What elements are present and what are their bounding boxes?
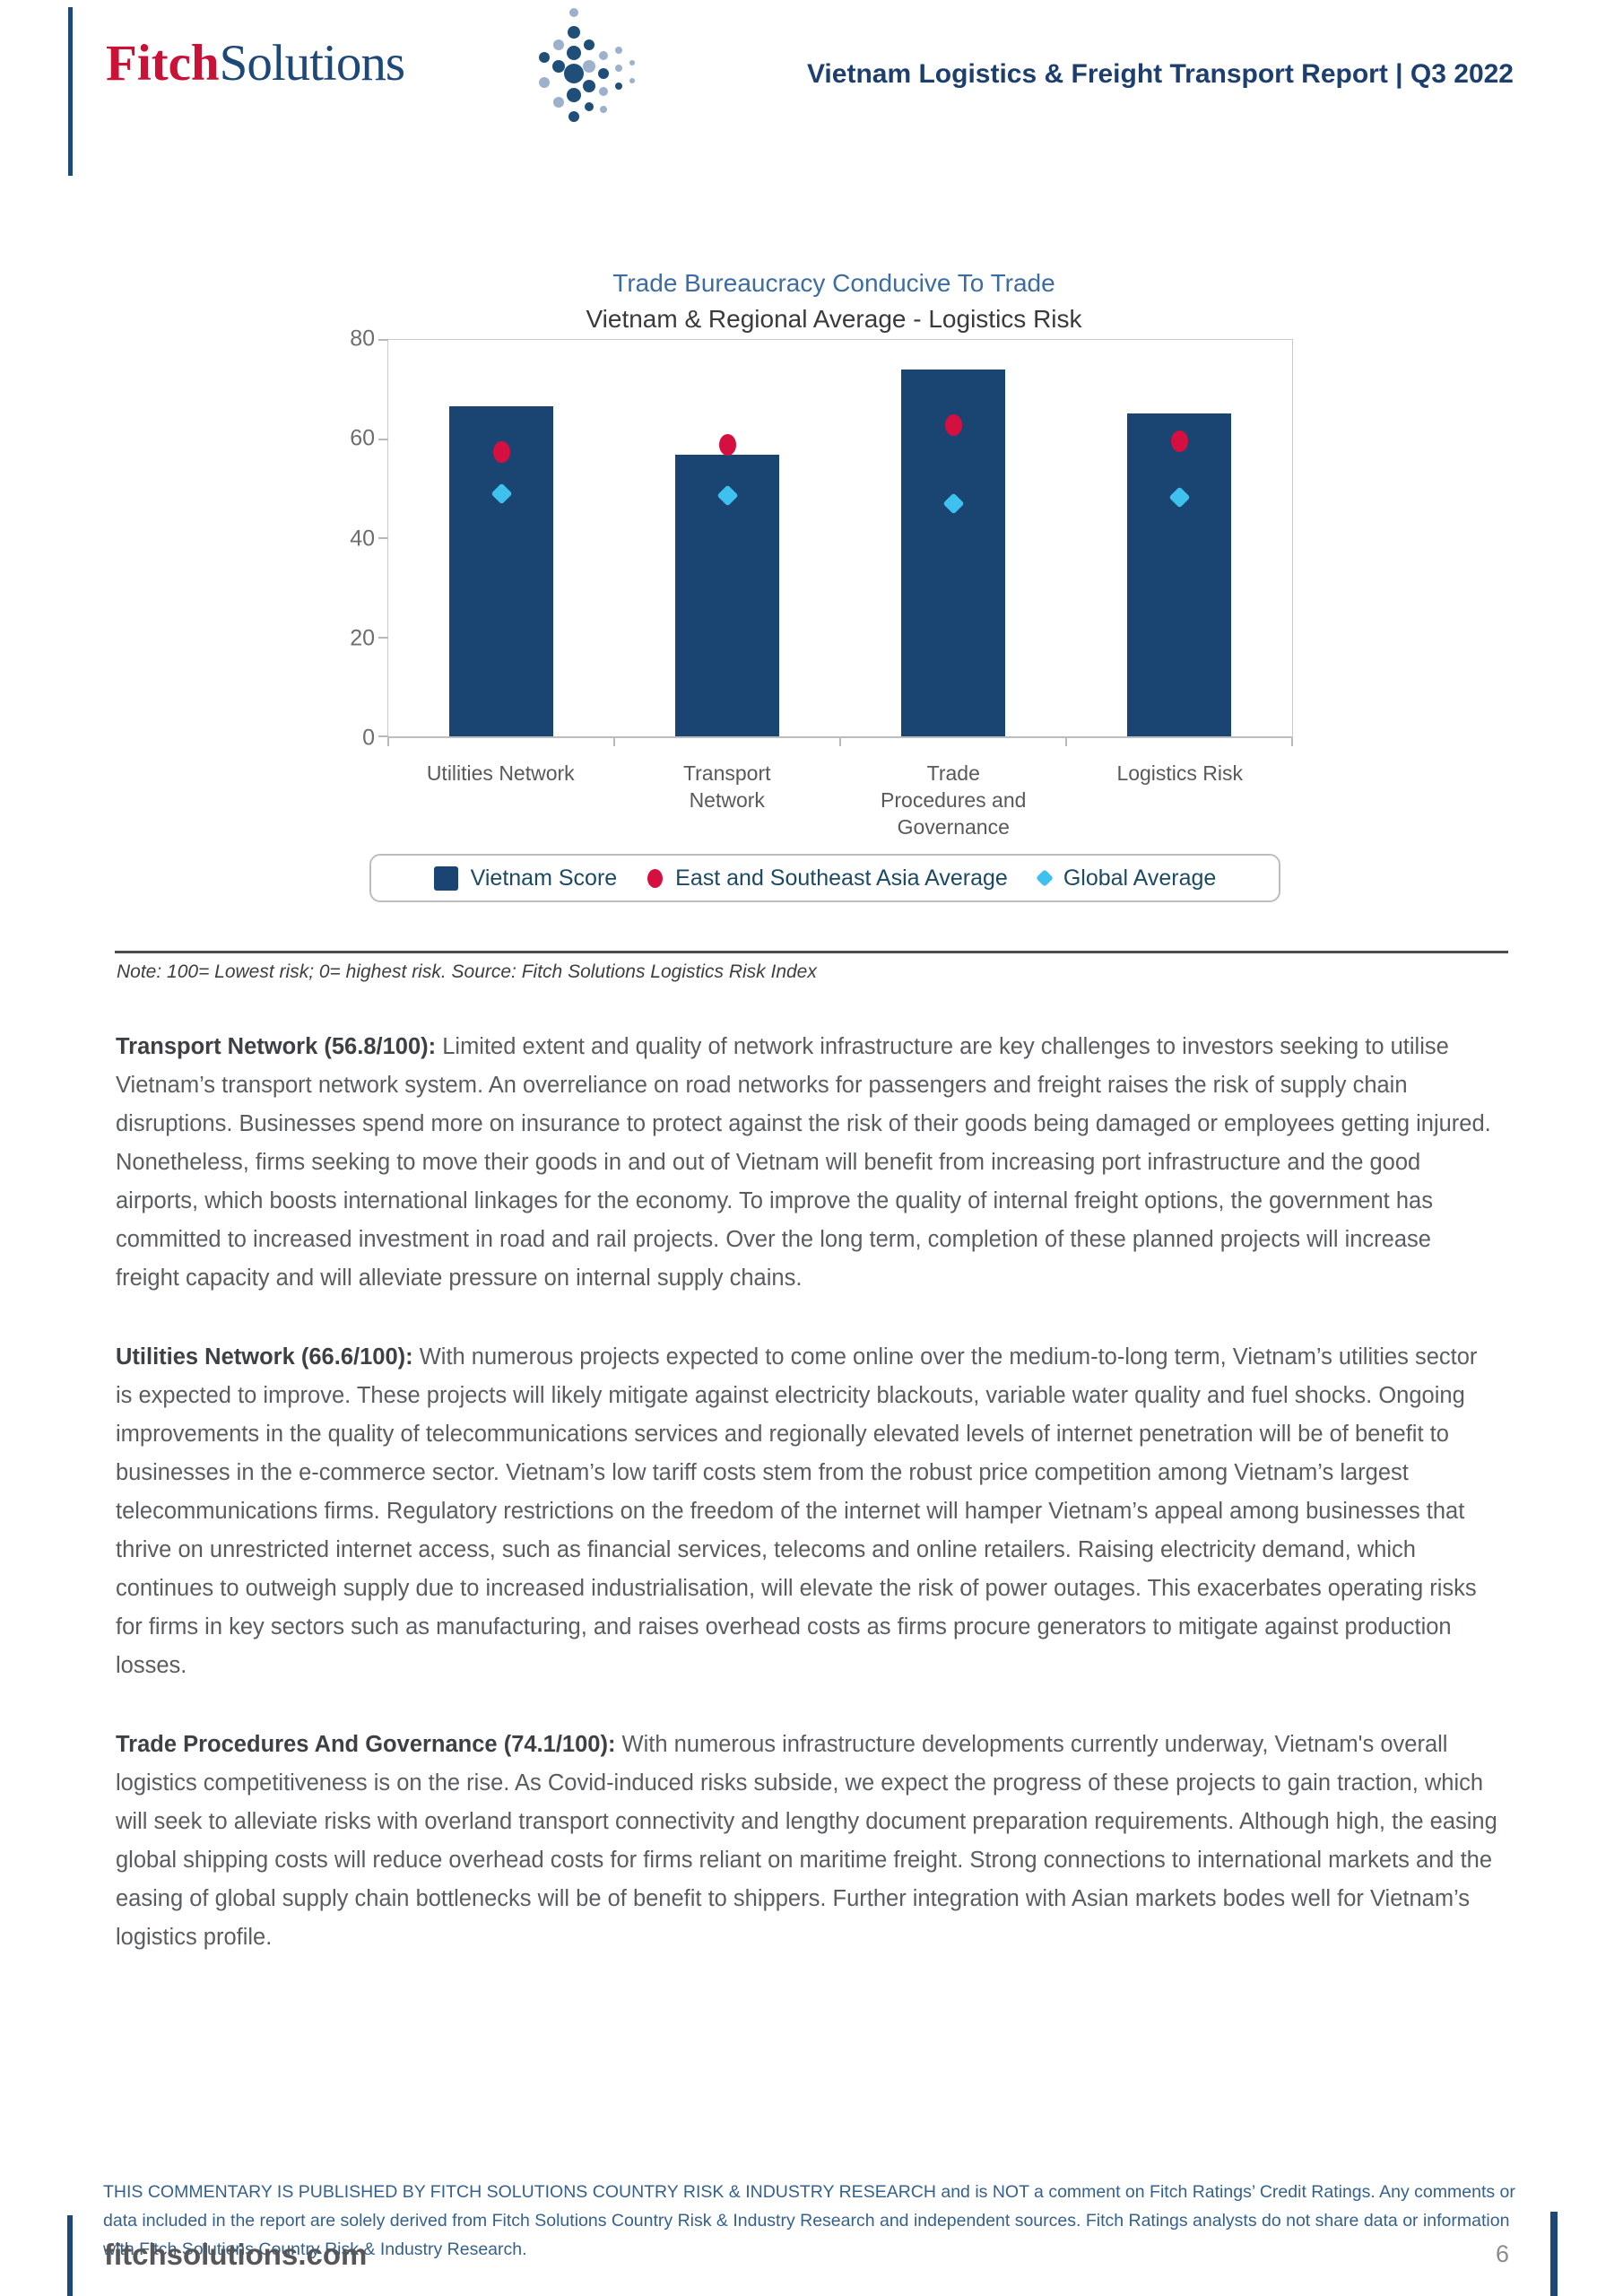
chart-title: Trade Bureaucracy Conducive To Trade [612,269,1055,297]
y-tick [378,438,388,440]
marker-east-and-southeast-asia-average [492,441,510,464]
x-tick [387,738,389,746]
x-tick [613,738,615,746]
footer-accent-rule-right [1550,2212,1558,2296]
legend-item-east-and-southeast-asia-average: East and Southeast Asia Average [647,865,1008,891]
marker-east-and-southeast-asia-average [1170,430,1188,453]
page-number: 6 [1496,2240,1510,2267]
section-heading: Transport Network (56.8/100): [116,1034,437,1059]
header-accent-rule [68,7,73,176]
footer-disclaimer: THIS COMMENTARY IS PUBLISHED BY FITCH SO… [103,2182,1515,2259]
y-tick [378,339,388,341]
x-tick [1065,738,1067,746]
y-tick [378,537,388,539]
y-tick-label: 0 [362,725,375,751]
fitch-solutions-logo: FitchSolutions [106,35,405,92]
y-tick-label: 60 [350,425,375,451]
report-body: Transport Network (56.8/100): Limited ex… [116,1028,1498,1997]
section-body: Limited extent and quality of network in… [116,1034,1491,1291]
y-axis-labels: 0 20 40 60 80 [323,326,375,751]
y-tick-label: 40 [350,526,375,551]
footer-accent-rule-left [67,2215,73,2296]
chart-note: Note: 100= Lowest risk; 0= highest risk.… [117,961,817,982]
x-category-label: Logistics Risk [1116,761,1244,785]
logo-fitch-text: Fitch [106,35,220,91]
legend-label: Vietnam Score [470,865,618,891]
y-tick-label: 80 [350,326,375,352]
x-category-label: Trade Procedures and Governance [881,761,1027,839]
y-tick [378,636,388,639]
fitchsolutions-site-link[interactable]: fitchsolutions.com [104,2238,368,2271]
x-axis-labels: Utilities Network Transport Network Trade … [387,760,1293,840]
y-tick-label: 20 [350,625,375,651]
section-transport-network: Transport Network (56.8/100): Limited ex… [116,1028,1498,1298]
logo-solutions-text: Solutions [219,35,405,91]
marker-east-and-southeast-asia-average [944,414,962,437]
plot-area [378,339,1293,746]
logo-star-icon [539,8,635,122]
x-category-label: Transport Network [682,761,771,812]
section-body: With numerous infrastructure development… [116,1732,1497,1950]
legend-label: East and Southeast Asia Average [675,865,1008,891]
section-body: With numerous projects expected to come … [116,1344,1478,1678]
x-tick [839,738,841,746]
legend-square-icon [433,865,458,891]
legend-diamond-icon [1035,869,1054,887]
legend-circle-icon [647,868,664,888]
legend-item-global-average: Global Average [1035,865,1217,891]
note-divider [115,951,1508,953]
marker-east-and-southeast-asia-average [718,434,736,457]
x-category-label: Utilities Network [426,761,575,785]
section-heading: Trade Procedures And Governance (74.1/10… [116,1732,616,1757]
report-title: Vietnam Logistics & Freight Transport Re… [806,59,1514,89]
section-heading: Utilities Network (66.6/100): [116,1344,413,1370]
section-trade-procedures: Trade Procedures And Governance (74.1/10… [116,1726,1498,1957]
legend-label: Global Average [1063,865,1217,891]
legend-item-vietnam-score: Vietnam Score [433,865,618,891]
chart-subtitle: Vietnam & Regional Average - Logistics R… [586,305,1082,333]
section-utilities-network: Utilities Network (66.6/100): With numer… [116,1338,1498,1685]
x-tick [1291,738,1293,746]
chart-legend: Vietnam Score East and Southeast Asia Ave… [369,854,1280,902]
y-tick [378,735,388,737]
bar-vietnam-score [1127,413,1231,736]
